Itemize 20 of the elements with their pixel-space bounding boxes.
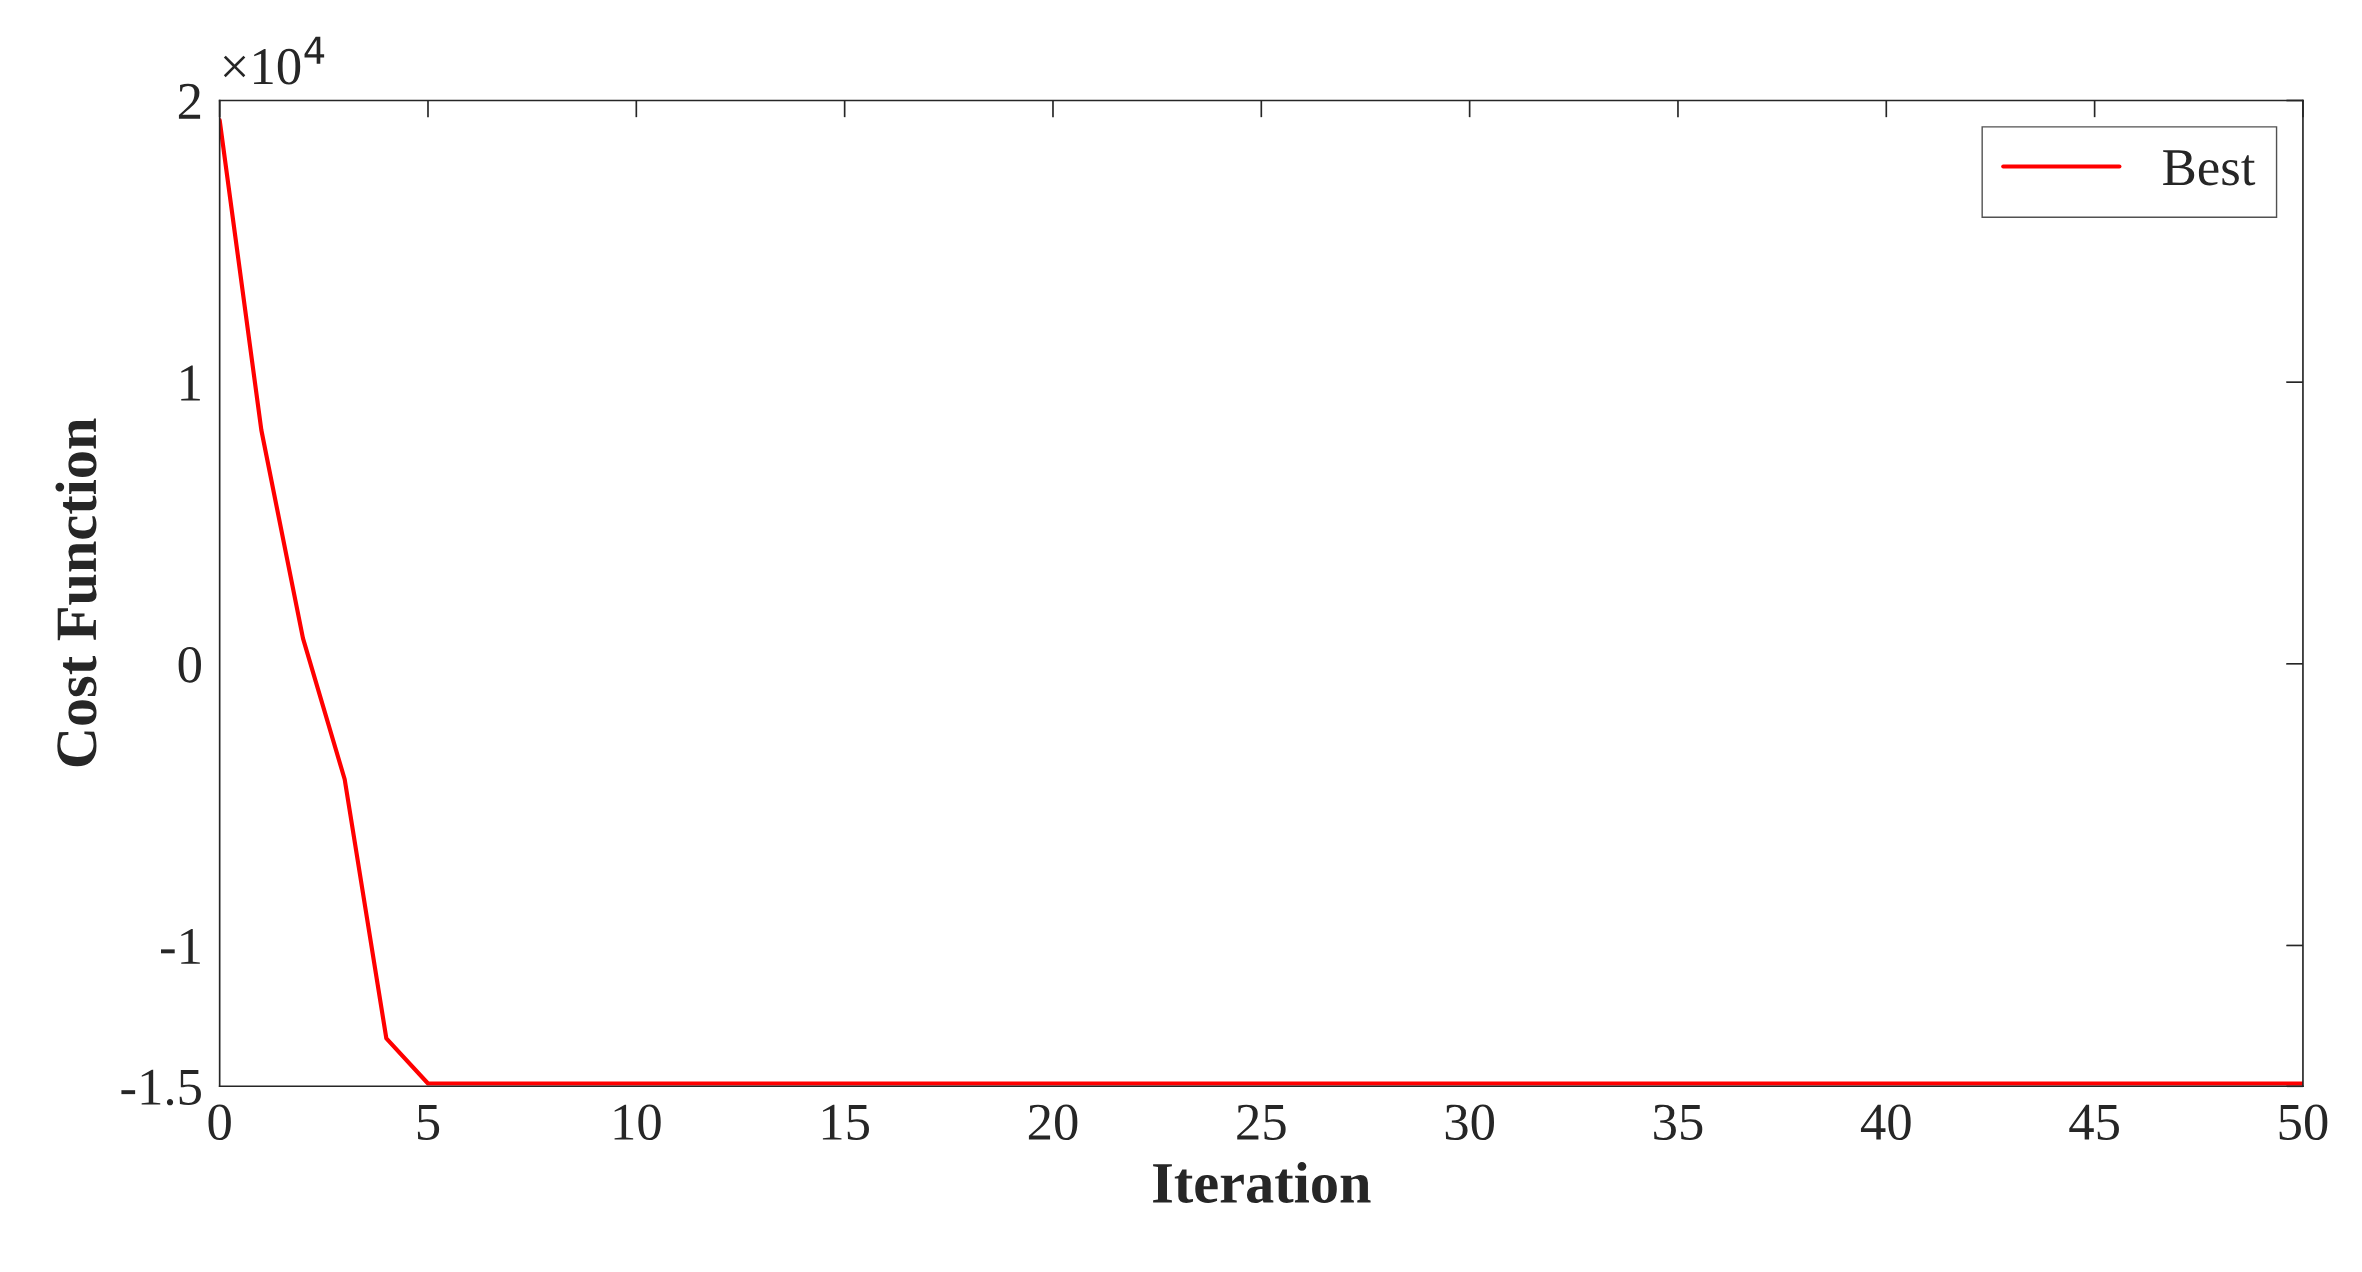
y-tick-label: 0 xyxy=(178,647,201,683)
y-tick-label: -1.5 xyxy=(121,1069,201,1106)
text: ×10$^{4}$ xyxy=(223,36,325,85)
x-tick-label: 45 xyxy=(2069,1104,2119,1141)
x-tick-label: 15 xyxy=(822,1104,869,1141)
x-axis-title: Iteration xyxy=(1153,1161,1371,1203)
x-tick-label: 30 xyxy=(1445,1104,1495,1141)
x-tick-label: 10 xyxy=(614,1104,661,1141)
y-axis-title: Cost Function xyxy=(55,418,97,767)
y-tick-label: -1 xyxy=(161,928,200,964)
y-tick-label: 2 xyxy=(178,83,201,119)
x-tick-label: 5 xyxy=(417,1105,440,1141)
x-tick-label: 40 xyxy=(1860,1104,1911,1141)
x-tick-label: 0 xyxy=(208,1104,231,1141)
x-tick-label: 25 xyxy=(1237,1104,1286,1141)
x-tick-label: 35 xyxy=(1654,1104,1703,1141)
x-tick-label: 20 xyxy=(1028,1104,1078,1141)
y-tick-label: 1 xyxy=(181,365,200,401)
legend-label: Best xyxy=(2163,150,2256,186)
x-tick-label: 50 xyxy=(2279,1104,2328,1141)
